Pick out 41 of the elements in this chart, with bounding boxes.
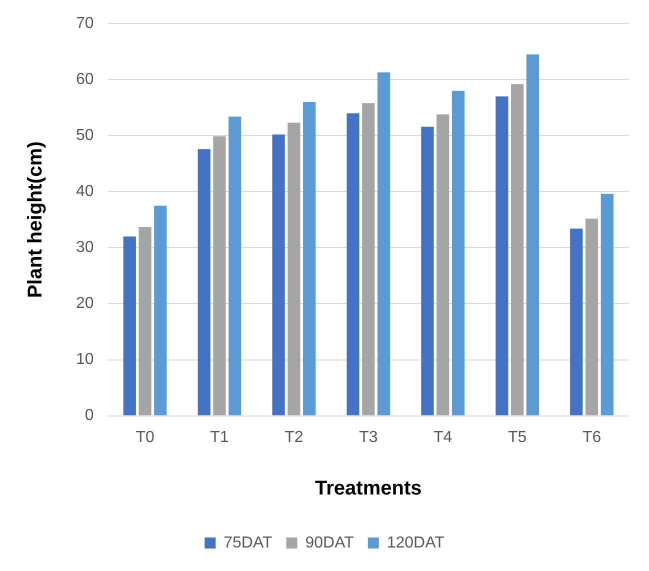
bar (362, 103, 375, 416)
bar (123, 236, 136, 416)
y-tick-label: 40 (76, 183, 94, 200)
x-tick-label: T0 (136, 428, 154, 446)
bar (600, 194, 614, 416)
bar (526, 54, 540, 416)
x-tick-label: T5 (508, 428, 527, 446)
bar (377, 72, 390, 416)
legend-label: 120DAT (386, 534, 445, 552)
bar (138, 226, 152, 416)
x-tick-label: T3 (359, 428, 378, 446)
bar (228, 116, 242, 416)
bar (154, 206, 167, 416)
bar (421, 126, 434, 416)
x-tick-label: T1 (210, 428, 229, 446)
y-tick-label: 0 (84, 407, 94, 424)
bar (288, 122, 300, 416)
y-tick-label: 50 (76, 127, 94, 144)
x-tick-label: T6 (582, 428, 602, 446)
y-tick-label: 10 (76, 351, 94, 368)
bar (213, 136, 226, 416)
y-axis-title: Plant height(cm) (24, 141, 47, 298)
bar (585, 218, 598, 416)
legend-label: 90DAT (305, 534, 354, 552)
y-tick-label: 70 (76, 15, 94, 32)
bar (303, 102, 316, 416)
bar (272, 134, 285, 416)
bar (346, 113, 360, 416)
legend-label: 75DAT (224, 534, 272, 552)
y-tick-label: 20 (76, 295, 94, 312)
y-tick-label: 60 (76, 71, 94, 88)
bar (452, 90, 465, 416)
bar (496, 96, 508, 416)
bar (198, 149, 210, 416)
x-axis-title: Treatments (315, 478, 422, 500)
y-tick-label: 30 (76, 239, 94, 256)
bar (570, 228, 583, 416)
bar (511, 84, 524, 416)
bar (436, 114, 450, 416)
x-tick-label: T2 (284, 428, 304, 446)
x-tick-label: T4 (434, 428, 452, 446)
